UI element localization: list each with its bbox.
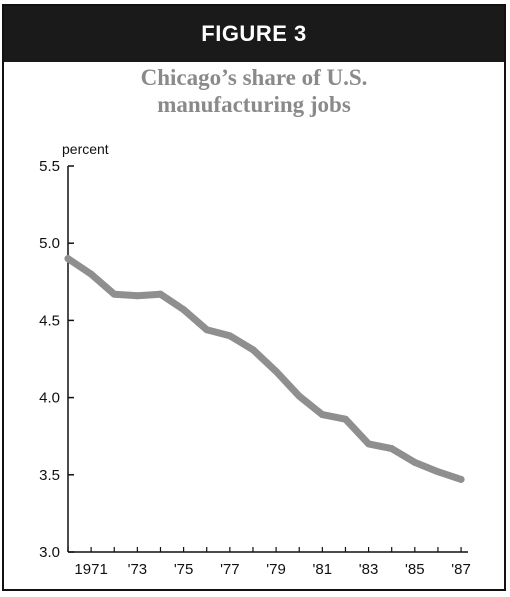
- x-tick-label: '87: [451, 561, 471, 578]
- y-axis: 3.0 3.5 4.0 4.5 5.0 5.5: [39, 158, 74, 561]
- y-axis-title: percent: [62, 141, 109, 157]
- x-tick-label: '85: [405, 561, 425, 578]
- data-point: [457, 475, 465, 483]
- data-point: [341, 415, 349, 423]
- x-tick-label: '77: [220, 561, 240, 578]
- chart-title-line2: manufacturing jobs: [157, 92, 351, 117]
- y-tick-label: 5.0: [39, 235, 60, 252]
- x-tick-label: '75: [174, 561, 194, 578]
- y-tick-label: 4.5: [39, 312, 60, 329]
- figure-label: FIGURE 3: [4, 6, 504, 62]
- data-point: [64, 255, 72, 263]
- y-tick-label: 5.5: [39, 158, 60, 175]
- x-tick-label: '73: [128, 561, 148, 578]
- data-point: [318, 411, 326, 419]
- data-point: [110, 290, 118, 298]
- series-layer: [64, 255, 465, 483]
- data-point: [365, 440, 373, 448]
- x-tick-label: '83: [359, 561, 379, 578]
- data-point: [226, 332, 234, 340]
- data-point: [87, 270, 95, 278]
- data-point: [295, 392, 303, 400]
- x-tick-label: '81: [313, 561, 333, 578]
- data-point: [272, 367, 280, 375]
- data-point: [203, 326, 211, 334]
- x-tick-label: '79: [266, 561, 286, 578]
- figure-frame: FIGURE 3 Chicago’s share of U.S. manufac…: [2, 4, 506, 591]
- data-point: [156, 290, 164, 298]
- data-point: [411, 458, 419, 466]
- data-point: [388, 445, 396, 453]
- y-tick-label: 3.5: [39, 467, 60, 484]
- y-tick-label: 3.0: [39, 544, 60, 561]
- data-point: [180, 306, 188, 314]
- x-tick-label: 1971: [74, 561, 107, 578]
- x-axis: 1971 '73 '75 '77 '79 '81 '83 '85 '87: [67, 547, 471, 578]
- data-point: [434, 468, 442, 476]
- y-tick-label: 4.0: [39, 390, 60, 407]
- data-point: [133, 292, 141, 300]
- chart-title-line1: Chicago’s share of U.S.: [140, 65, 368, 90]
- series-line: [64, 255, 465, 483]
- data-point: [249, 346, 257, 354]
- chart-title: Chicago’s share of U.S. manufacturing jo…: [4, 64, 504, 118]
